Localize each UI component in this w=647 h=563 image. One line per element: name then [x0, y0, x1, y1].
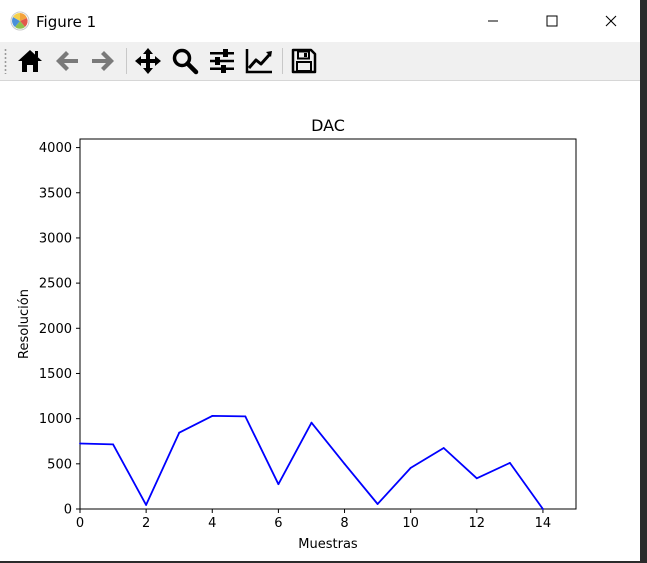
data-point — [508, 462, 511, 464]
home-button[interactable] — [14, 45, 46, 77]
y-axis-ticks: 0 500 1000 1500 2000 2500 3000 3500 4000 — [39, 141, 80, 518]
back-button[interactable] — [51, 45, 83, 77]
data-point — [409, 466, 412, 469]
data-point — [211, 415, 214, 417]
y-tick-label: 1500 — [39, 367, 72, 382]
configure-subplots-icon — [210, 49, 234, 73]
data-point — [244, 415, 247, 418]
configure-subplots-button[interactable] — [206, 45, 238, 77]
data-point — [542, 508, 544, 510]
data-point — [277, 483, 280, 486]
toolbar-separator — [282, 48, 283, 74]
figure-canvas[interactable]: DAC Muestras Resolución 0 2 4 6 8 10 12 14 0 500… — [0, 81, 640, 561]
close-button[interactable] — [588, 0, 634, 42]
data-point — [475, 477, 478, 480]
minimize-icon — [488, 20, 498, 22]
data-point — [112, 443, 114, 446]
y-tick-label: 500 — [47, 457, 72, 472]
y-tick-label: 3500 — [39, 186, 72, 201]
navigation-toolbar — [0, 42, 640, 81]
toolbar-separator — [126, 48, 127, 74]
y-tick-label: 4000 — [39, 141, 72, 156]
x-tick-label: 10 — [402, 516, 419, 531]
y-tick-label: 2000 — [39, 322, 72, 337]
save-disk-icon — [291, 48, 317, 74]
axes-frame — [79, 138, 577, 510]
pan-move-icon — [135, 48, 161, 74]
back-arrow-icon — [56, 51, 78, 71]
edit-axis-button[interactable] — [243, 45, 275, 77]
close-icon — [605, 15, 617, 27]
y-tick-label: 1000 — [39, 412, 72, 427]
x-tick-label: 14 — [535, 516, 552, 531]
x-tick-label: 0 — [76, 516, 84, 531]
y-tick-label: 2500 — [39, 277, 72, 292]
minimize-button[interactable] — [470, 0, 516, 42]
data-point — [145, 504, 148, 506]
x-tick-label: 8 — [340, 516, 348, 531]
window-title: Figure 1 — [36, 13, 97, 31]
data-point — [376, 503, 379, 505]
zoom-button[interactable] — [169, 45, 201, 77]
pan-button[interactable] — [132, 45, 164, 77]
x-tick-label: 12 — [469, 516, 486, 531]
data-point — [310, 421, 313, 424]
forward-arrow-icon — [92, 51, 114, 71]
maximize-button[interactable] — [529, 0, 575, 42]
zoom-magnifier-icon — [172, 48, 199, 75]
series-layer — [79, 414, 544, 510]
y-tick-label: 0 — [64, 503, 72, 518]
title-bar[interactable]: Figure 1 — [0, 0, 640, 42]
save-button[interactable] — [288, 45, 320, 77]
y-tick-label: 3000 — [39, 231, 72, 246]
y-axis-label: Resolución — [17, 289, 32, 359]
forward-button[interactable] — [87, 45, 119, 77]
data-point — [178, 431, 181, 434]
x-tick-label: 2 — [142, 516, 150, 531]
x-axis-label: Muestras — [298, 537, 358, 552]
x-tick-label: 4 — [208, 516, 216, 531]
x-tick-label: 6 — [274, 516, 282, 531]
home-icon — [18, 50, 42, 72]
toolbar-grip[interactable] — [4, 48, 7, 74]
edit-axis-icon — [245, 49, 272, 74]
maximize-icon — [546, 15, 558, 27]
chart-title: DAC — [311, 116, 345, 135]
data-point — [343, 462, 346, 465]
data-point — [442, 447, 445, 449]
matplotlib-logo-icon — [10, 11, 30, 31]
data-point — [79, 442, 81, 445]
